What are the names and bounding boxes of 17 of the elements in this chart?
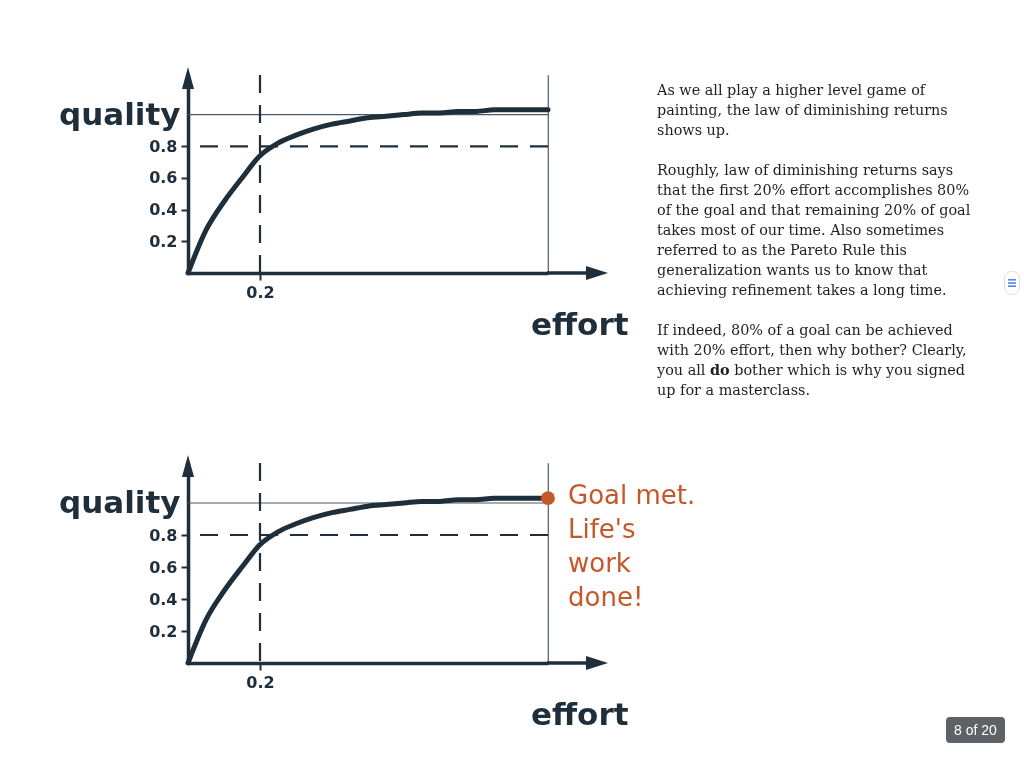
text: If indeed, 80% of a goal can be achieved with 20% effort, then why bother? Clearly, you all do bother which is why you signed up for a masterclass. (657, 321, 968, 400)
x-axis-title: effort (530, 695, 629, 732)
text: 8 of 20 (946, 717, 1005, 743)
text: Roughly, law of diminishing returns says that the first 20% effort accomplishes 80% of the goal and that remaining 20% of goal takes most of our time. Also sometimes referred to as the Pareto Rule this generalization wants us to know that achieving refinement takes a long time. (657, 161, 972, 300)
y-tick-label: 0.4 (149, 589, 178, 609)
y-tick-label: 0.2 (149, 621, 178, 641)
y-tick-label: 0.8 (149, 525, 178, 545)
x-axis-title: effort (530, 305, 629, 342)
y-tick-label: 0.6 (149, 168, 178, 188)
y-axis-title: quality (59, 95, 181, 132)
y-axis-title: quality (59, 483, 181, 520)
y-tick-label: 0.2 (149, 231, 178, 251)
y-tick-label: 0.6 (149, 557, 178, 577)
text: As we all play a higher level game of painting, the law of diminishing returns shows up. (657, 81, 949, 140)
text: Goal met. Life's work done! (568, 480, 696, 613)
y-tick-label: 0.4 (149, 200, 178, 220)
y-tick-label: 0.8 (149, 136, 178, 156)
